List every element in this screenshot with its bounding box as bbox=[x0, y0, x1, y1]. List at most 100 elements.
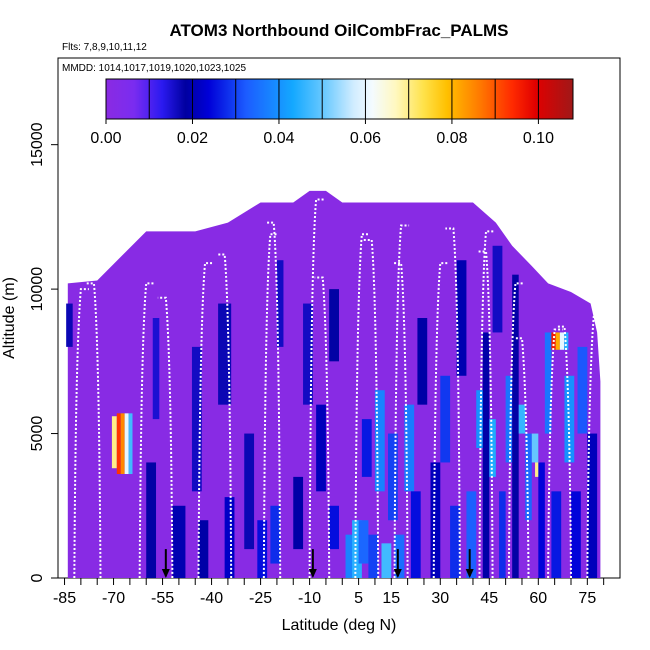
heatmap-cell bbox=[329, 289, 339, 362]
flight-profile bbox=[85, 282, 102, 579]
y-axis: 0 5000 10000 15000 bbox=[29, 122, 58, 582]
heatmap-cell bbox=[466, 491, 477, 578]
heatmap-cell bbox=[482, 332, 490, 578]
heatmap-cell bbox=[345, 534, 356, 578]
heatmap-cell bbox=[358, 520, 369, 564]
colorbar: 0.00 0.02 0.04 0.06 0.08 0.10 bbox=[90, 78, 574, 147]
heatmap-cell bbox=[244, 433, 255, 550]
heatmap-cell bbox=[191, 346, 202, 492]
heatmap-cell bbox=[577, 346, 588, 434]
colorbar-tick-label: 0.08 bbox=[436, 130, 467, 147]
heatmap-cell bbox=[388, 433, 398, 521]
flight-profile bbox=[262, 233, 279, 579]
colorbar-tick-label: 0.02 bbox=[177, 130, 208, 147]
heatmap-cell bbox=[492, 245, 503, 333]
heatmap-cell bbox=[361, 419, 372, 477]
heatmap-cell bbox=[538, 462, 545, 578]
flight-profile bbox=[586, 314, 602, 579]
heatmap-cell bbox=[352, 520, 362, 578]
arrow-head bbox=[308, 569, 317, 578]
x-tick-label: -70 bbox=[102, 590, 125, 607]
heatmap-cell bbox=[430, 462, 441, 578]
heatmap-cell bbox=[276, 260, 284, 347]
heatmap-cell bbox=[555, 332, 560, 350]
heatmap-cell bbox=[198, 520, 209, 578]
x-tick-label: -10 bbox=[298, 590, 321, 607]
heatmap-cell bbox=[410, 491, 421, 578]
flight-profile bbox=[445, 227, 461, 579]
x-tick-label: 15 bbox=[382, 590, 400, 607]
colorbar-tick-label: 0.00 bbox=[90, 130, 121, 147]
heatmap-cell bbox=[525, 433, 532, 521]
heatmap-cell bbox=[120, 413, 125, 474]
flight-profile bbox=[507, 282, 524, 579]
flight-profile bbox=[314, 276, 331, 579]
dates-label: MMDD: 1014,1017,1019,1020,1023,1025 bbox=[62, 63, 246, 74]
flight-profile bbox=[513, 337, 530, 579]
flight-profile bbox=[556, 325, 572, 579]
heatmap-cell bbox=[518, 404, 526, 434]
flight-profile bbox=[354, 233, 370, 579]
heatmap-cell bbox=[368, 534, 379, 578]
x-axis: -85 -70 -55 -40 -25 -10 5 15 30 45 60 75 bbox=[53, 578, 605, 607]
x-axis-title: Latitude (deg N) bbox=[282, 617, 397, 634]
heatmap-cell bbox=[224, 497, 235, 578]
colorbar-tick-label: 0.06 bbox=[350, 130, 381, 147]
heatmap-cell bbox=[505, 375, 513, 463]
flight-profiles bbox=[73, 198, 602, 579]
heatmap-cell bbox=[116, 413, 121, 474]
heatmap-cell bbox=[512, 274, 519, 578]
flight-profile bbox=[265, 221, 282, 579]
x-tick-label: 45 bbox=[480, 590, 498, 607]
y-tick-label: 15000 bbox=[29, 122, 46, 167]
heatmap-cell bbox=[531, 433, 539, 463]
heatmap-cell bbox=[456, 260, 467, 376]
x-tick-label: -25 bbox=[249, 590, 272, 607]
heatmap-cell bbox=[293, 476, 304, 550]
heatmap-cell bbox=[404, 404, 415, 492]
heatmap-cell bbox=[450, 505, 460, 578]
x-tick-label: -85 bbox=[53, 590, 76, 607]
heatmap-cell bbox=[394, 534, 405, 578]
flights-label: Flts: 7,8,9,10,11,12 bbox=[62, 42, 147, 53]
arrow-head bbox=[393, 569, 402, 578]
heatmap-cell bbox=[417, 318, 428, 405]
flight-profile bbox=[73, 288, 89, 579]
heatmap-cell bbox=[564, 375, 575, 463]
colorbar-gradient bbox=[105, 78, 574, 120]
x-tick-label: -55 bbox=[151, 590, 174, 607]
heatmap-cell bbox=[316, 404, 326, 492]
heatmap-cell bbox=[374, 390, 385, 492]
y-tick-label: 0 bbox=[29, 573, 46, 582]
arrow-head bbox=[161, 569, 170, 578]
heatmap-cell bbox=[111, 416, 117, 469]
x-tick-label: 5 bbox=[354, 590, 363, 607]
heatmap-cell bbox=[66, 303, 73, 347]
y-tick-label: 5000 bbox=[29, 416, 46, 452]
heatmap-cell bbox=[303, 303, 313, 405]
flight-profile bbox=[547, 328, 563, 579]
heatmap-cell bbox=[551, 491, 562, 578]
colorbar-tick-label: 0.10 bbox=[523, 130, 554, 147]
flight-profile bbox=[363, 239, 380, 579]
flight-profile bbox=[216, 253, 233, 579]
heatmap-cell bbox=[489, 419, 496, 477]
heatmap-cell bbox=[499, 491, 506, 578]
chart-title: ATOM3 Northbound OilCombFrac_PALMS bbox=[169, 21, 508, 40]
heatmap-cell bbox=[535, 462, 540, 477]
heatmap-cell bbox=[544, 332, 552, 434]
x-tick-label: -40 bbox=[200, 590, 223, 607]
heatmap-cell bbox=[270, 505, 281, 564]
heatmap-cell bbox=[172, 505, 186, 578]
flight-profile bbox=[393, 224, 410, 579]
heatmap-cell bbox=[476, 390, 487, 448]
heatmap-cell bbox=[257, 520, 268, 578]
flight-profile bbox=[308, 198, 325, 579]
colorbar-tick-label: 0.04 bbox=[263, 130, 294, 147]
heatmap-cell bbox=[146, 462, 157, 578]
x-tick-label: 30 bbox=[431, 590, 449, 607]
heatmap-cell bbox=[381, 543, 392, 578]
heatmap-cell bbox=[587, 433, 598, 578]
heatmap-cell bbox=[440, 375, 451, 463]
flight-profile bbox=[157, 296, 174, 579]
